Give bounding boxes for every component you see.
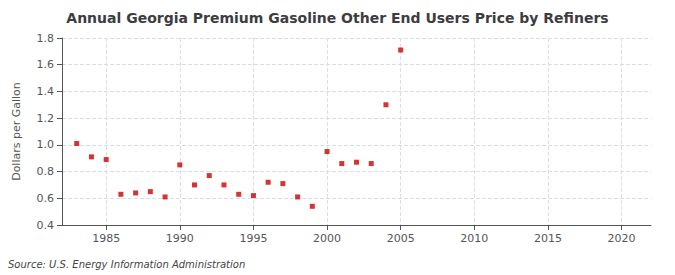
svg-text:Dollars per Gallon: Dollars per Gallon bbox=[10, 82, 23, 181]
svg-text:1.0: 1.0 bbox=[37, 138, 55, 151]
svg-text:2020: 2020 bbox=[608, 232, 636, 245]
svg-text:Source: U.S. Energy Informatio: Source: U.S. Energy Information Administ… bbox=[8, 259, 245, 270]
svg-text:0.8: 0.8 bbox=[37, 165, 55, 178]
svg-text:2015: 2015 bbox=[534, 232, 562, 245]
svg-text:1.6: 1.6 bbox=[37, 58, 55, 71]
svg-text:1985: 1985 bbox=[92, 232, 120, 245]
svg-text:Annual Georgia Premium Gasolin: Annual Georgia Premium Gasoline Other En… bbox=[66, 10, 608, 26]
svg-text:0.6: 0.6 bbox=[37, 192, 55, 205]
svg-text:1990: 1990 bbox=[166, 232, 194, 245]
svg-text:2005: 2005 bbox=[387, 232, 415, 245]
svg-text:1995: 1995 bbox=[239, 232, 267, 245]
svg-text:1.4: 1.4 bbox=[37, 85, 55, 98]
svg-text:2000: 2000 bbox=[313, 232, 341, 245]
svg-text:1.8: 1.8 bbox=[37, 32, 55, 45]
svg-text:2010: 2010 bbox=[460, 232, 488, 245]
svg-text:1.2: 1.2 bbox=[37, 112, 55, 125]
svg-text:0.4: 0.4 bbox=[37, 219, 55, 232]
